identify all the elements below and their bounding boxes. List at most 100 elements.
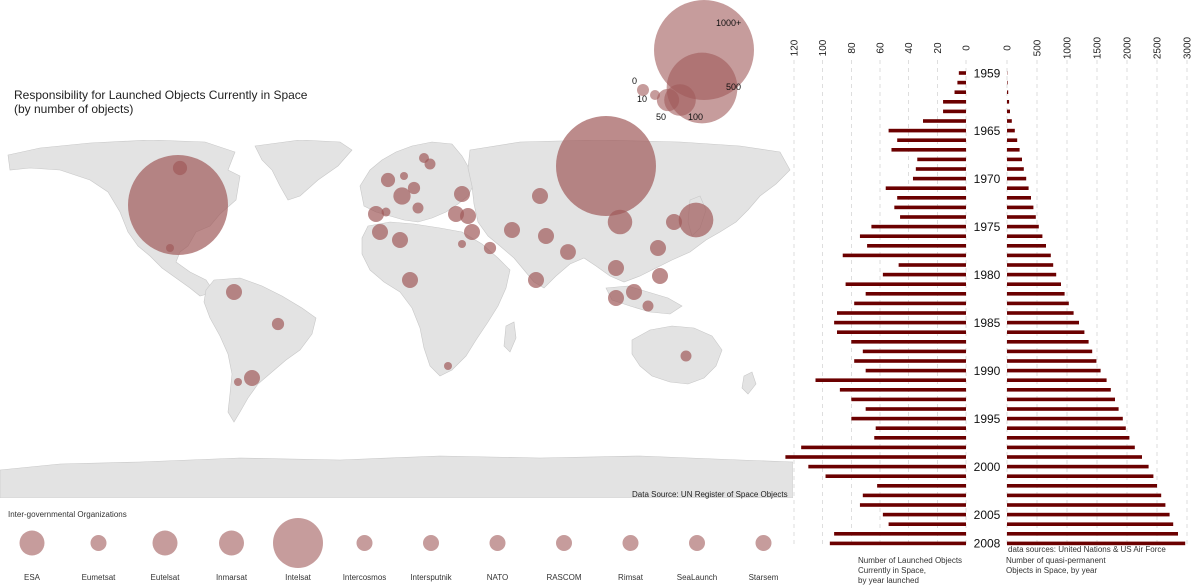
launched-bar-1980 — [882, 272, 966, 277]
year-label-bg — [970, 124, 1004, 137]
objects-bar-1986 — [1007, 330, 1085, 334]
map-bubble-minor — [392, 232, 408, 248]
objects-bar-1960 — [1007, 80, 1008, 85]
map-bubble-india — [560, 244, 576, 260]
objects-bar-1984 — [1007, 311, 1074, 315]
right-tick-label: 1000 — [1063, 36, 1074, 59]
map-bubble-minor — [372, 224, 388, 240]
org-label-starsem: Starsem — [749, 573, 779, 582]
year-label-1970: 1970 — [974, 172, 1001, 186]
map-bubble-minor — [652, 268, 668, 284]
launched-bar-1996 — [875, 426, 966, 430]
objects-bar-1979 — [1007, 263, 1054, 267]
objects-caption-line-1: Number of quasi-permanent — [1006, 556, 1106, 565]
year-label-2000: 2000 — [974, 460, 1001, 474]
org-bubble-starsem — [755, 535, 772, 551]
objects-bar-1988 — [1007, 349, 1093, 354]
map-bubble-minor — [460, 208, 476, 224]
launched-bar-1998 — [801, 445, 966, 450]
europe — [359, 141, 475, 223]
objects-bar-2005 — [1007, 512, 1170, 517]
legend-label: 500 — [726, 82, 741, 92]
right-tick-label: 2500 — [1153, 36, 1164, 59]
objects-bar-1967 — [1007, 148, 1020, 152]
launched-bar-1971 — [885, 186, 966, 190]
org-bubble-esa — [19, 530, 45, 556]
map-bubble-france — [393, 187, 411, 205]
new-zealand — [741, 371, 757, 395]
launched-bar-1990 — [865, 368, 966, 373]
legend-label: 100 — [688, 112, 703, 122]
launched-bar-1979 — [898, 263, 966, 267]
year-label-bg — [970, 67, 1004, 79]
objects-bar-1982 — [1007, 292, 1065, 296]
year-label-1965: 1965 — [974, 124, 1001, 138]
launched-bar-1989 — [854, 359, 966, 363]
year-label-bg — [970, 268, 1004, 281]
org-label-sealaunch: SeaLaunch — [677, 573, 717, 582]
launched-bar-1963 — [943, 109, 966, 114]
launched-bar-1968 — [917, 157, 966, 162]
launched-bar-1977 — [867, 244, 966, 248]
year-label-1990: 1990 — [974, 364, 1001, 378]
map-bubble-minor — [528, 272, 544, 288]
map-bubble-minor — [448, 206, 464, 222]
map-bubble-china — [607, 209, 633, 235]
map-bubble-minor — [402, 272, 418, 288]
map-size-legend: 010 50 100 500 1000+ — [632, 0, 754, 124]
launched-bar-1978 — [842, 253, 966, 258]
launched-bar-1987 — [851, 340, 966, 344]
map-bubble-minor — [532, 188, 548, 204]
objects-bar-1991 — [1007, 378, 1107, 382]
launched-bar-1991 — [815, 378, 966, 382]
objects-chart-caption: Number of quasi-permanent Objects in Spa… — [1006, 556, 1156, 576]
org-label-intelsat: Intelsat — [285, 573, 312, 582]
legend-label: 50 — [656, 112, 666, 122]
objects-bar-1985 — [1007, 320, 1079, 325]
launched-bar-2001 — [825, 474, 966, 478]
right-tick-label: 1500 — [1093, 36, 1104, 59]
launched-bar-2004 — [859, 503, 966, 507]
org-bubble-inmarsat — [219, 530, 244, 556]
launched-bar-1960 — [957, 80, 966, 85]
map-bubble-canada — [172, 160, 188, 176]
objects-bar-1990 — [1007, 368, 1101, 373]
objects-bar-1975 — [1007, 224, 1039, 229]
objects-bar-1983 — [1007, 301, 1069, 306]
objects-bar-1973 — [1007, 205, 1034, 210]
objects-bar-1997 — [1007, 436, 1130, 440]
objects-bar-1993 — [1007, 397, 1115, 402]
right-tick-label: 3000 — [1183, 36, 1194, 59]
map-bubble-australia — [680, 350, 692, 362]
south-america — [203, 277, 317, 423]
objects-bar-1972 — [1007, 196, 1031, 200]
map-bubble-minor — [464, 224, 480, 240]
objects-bar-1995 — [1007, 416, 1123, 421]
year-label-bg — [970, 316, 1004, 329]
objects-bar-1980 — [1007, 272, 1057, 277]
launched-caption-line-3: by year launched — [858, 576, 919, 585]
org-bubble-intelsat — [273, 518, 323, 568]
org-label-nato: NATO — [487, 573, 508, 582]
map-title-block: Responsibility for Launched Objects Curr… — [14, 88, 307, 116]
map-bubble-minor — [608, 290, 624, 306]
map-bubble-minor — [666, 214, 682, 230]
objects-bar-2004 — [1007, 503, 1166, 507]
left-tick-label: 100 — [818, 39, 829, 56]
year-label-bg — [970, 460, 1004, 473]
data-sources: data sources: United Nations & US Air Fo… — [1008, 545, 1166, 554]
year-axis: 1959 1965 1970 1975 1980 1985 1990 1995 2000 2005… — [970, 66, 1004, 551]
map-bubble-argentina — [234, 378, 242, 386]
launched-bar-1976 — [859, 234, 966, 238]
madagascar — [503, 321, 517, 353]
map-bubble-south-africa — [444, 362, 452, 370]
map-bubble-netherlands — [400, 172, 408, 180]
objects-bar-1976 — [1007, 234, 1043, 238]
launched-bar-1999 — [785, 455, 966, 459]
objects-bar-2000 — [1007, 464, 1149, 469]
objects-bar-1963 — [1007, 109, 1010, 114]
year-label-bg — [970, 508, 1004, 521]
launched-bar-1992 — [839, 388, 966, 392]
launched-bar-1970 — [912, 176, 966, 181]
